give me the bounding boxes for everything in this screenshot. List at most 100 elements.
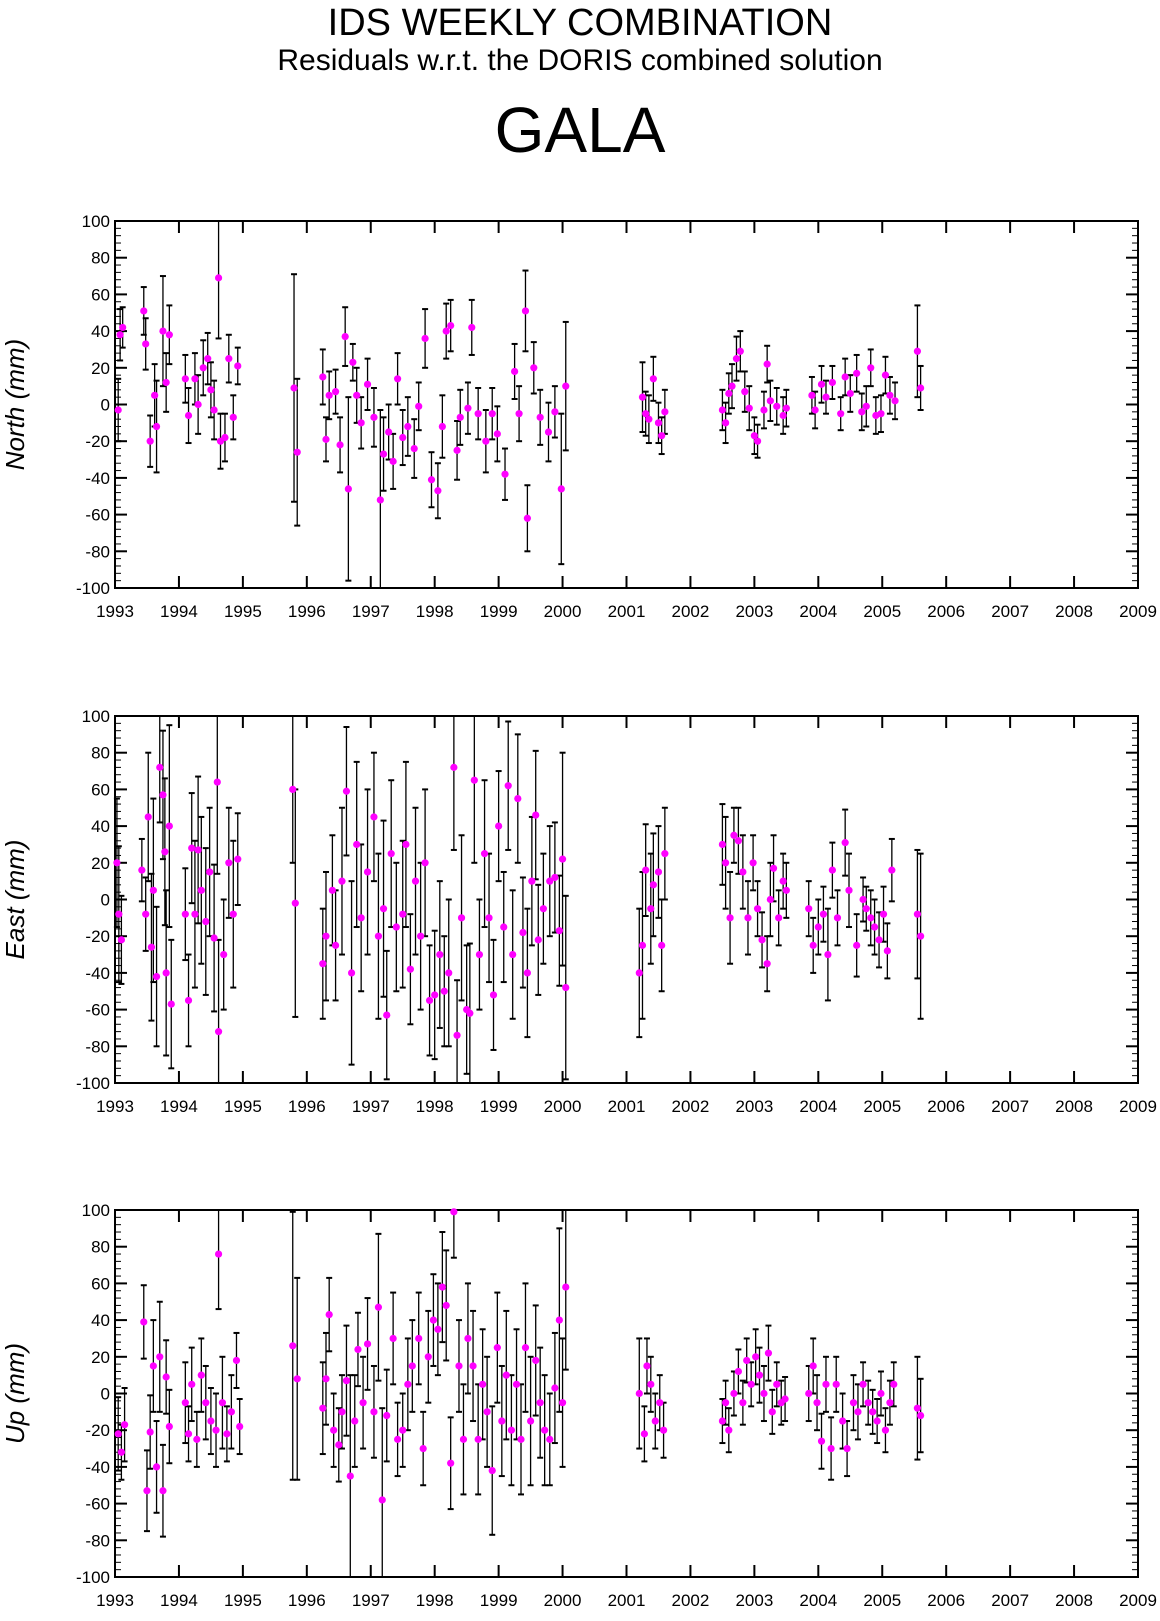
data-point [331, 941, 340, 949]
data-point [140, 1318, 148, 1326]
data-point [752, 1353, 760, 1361]
data-point [357, 419, 365, 427]
x-tick-label: 1997 [352, 1097, 390, 1116]
data-point [532, 811, 540, 819]
data-point [769, 864, 778, 872]
data-point [886, 391, 894, 399]
x-tick-label: 1993 [96, 602, 134, 621]
data-point [562, 983, 570, 992]
data-point [214, 274, 223, 282]
data-point [859, 895, 867, 904]
data-point [753, 905, 762, 913]
data-point [162, 969, 170, 977]
x-tick-label: 2009 [1119, 1097, 1157, 1116]
data-point [760, 406, 768, 414]
data-point [359, 1399, 367, 1407]
data-point [151, 391, 159, 399]
data-point [845, 886, 853, 894]
data-point [336, 441, 344, 449]
y-tick-label: -20 [85, 432, 110, 451]
y-tick-label: 60 [91, 1274, 110, 1293]
data-point [726, 914, 734, 922]
data-point [197, 886, 205, 894]
x-tick-label: 2006 [927, 1591, 965, 1610]
data-point [858, 408, 866, 416]
data-point [335, 1441, 343, 1449]
data-point [480, 850, 489, 858]
y-tick-label: 20 [91, 1348, 110, 1367]
data-point [290, 384, 298, 392]
data-point [394, 375, 402, 383]
plot-frame [114, 715, 1139, 1084]
x-tick-label: 2003 [735, 602, 773, 621]
data-point [734, 1367, 742, 1376]
data-point [438, 1283, 446, 1291]
data-point [758, 936, 766, 944]
data-point [837, 410, 845, 418]
x-tick-label: 2001 [608, 1097, 646, 1116]
y-tick-label: -80 [85, 542, 110, 561]
data-point [728, 382, 736, 390]
x-tick-label: 1994 [160, 1591, 198, 1610]
data-point [363, 380, 372, 388]
data-point [346, 1472, 354, 1480]
data-point [218, 1399, 227, 1407]
data-point [399, 433, 407, 442]
data-point [743, 1356, 751, 1365]
data-point [656, 1399, 664, 1407]
data-point [447, 321, 455, 330]
x-tick-label: 2005 [863, 602, 901, 621]
data-point [470, 776, 478, 784]
data-point [749, 859, 757, 867]
data-point [213, 778, 221, 786]
data-point [392, 923, 400, 931]
x-tick-label: 1999 [480, 1591, 518, 1610]
data-point [521, 1344, 530, 1352]
x-tick-label: 2009 [1119, 602, 1157, 621]
data-point [378, 1496, 386, 1504]
data-point [875, 936, 883, 944]
data-point [120, 1421, 129, 1429]
data-point [353, 840, 361, 849]
data-point [116, 331, 124, 339]
data-point [389, 457, 397, 465]
data-point [536, 413, 544, 421]
y-tick-label: 100 [82, 707, 110, 726]
data-point [184, 411, 193, 420]
data-point [879, 910, 888, 918]
x-tick-label: 1995 [224, 602, 262, 621]
data-point [862, 402, 870, 410]
x-tick-label: 2000 [544, 1591, 582, 1610]
data-point [293, 1375, 301, 1383]
y-tick-label: -20 [85, 927, 110, 946]
data-point [417, 932, 425, 940]
data-point [415, 402, 423, 410]
data-point [353, 391, 361, 399]
data-point [730, 1389, 738, 1398]
x-tick-label: 2007 [991, 1097, 1029, 1116]
data-point [456, 413, 464, 421]
data-point [813, 1399, 821, 1407]
data-point [152, 972, 161, 981]
y-tick-label: 100 [82, 1201, 110, 1220]
data-point [526, 1417, 535, 1425]
data-point [442, 327, 450, 335]
data-point [165, 1422, 173, 1431]
data-point [199, 364, 207, 372]
data-point [152, 1463, 161, 1471]
data-point [293, 448, 301, 456]
data-point [661, 850, 669, 858]
data-point [546, 877, 554, 885]
y-tick-label: -40 [85, 964, 110, 983]
data-point [768, 1408, 776, 1416]
x-tick-label: 2003 [735, 1097, 773, 1116]
data-point [808, 391, 816, 399]
data-point [143, 1487, 151, 1495]
x-tick-label: 2004 [799, 602, 837, 621]
data-point [159, 791, 167, 799]
data-point [344, 485, 352, 493]
data-point [197, 1371, 205, 1379]
data-point [645, 415, 653, 423]
up-panel: 100 80 60 40 20 0 -20 -40 -60 -80 -100 1993 1994 1995… [0, 1201, 1157, 1610]
data-point [528, 877, 536, 885]
